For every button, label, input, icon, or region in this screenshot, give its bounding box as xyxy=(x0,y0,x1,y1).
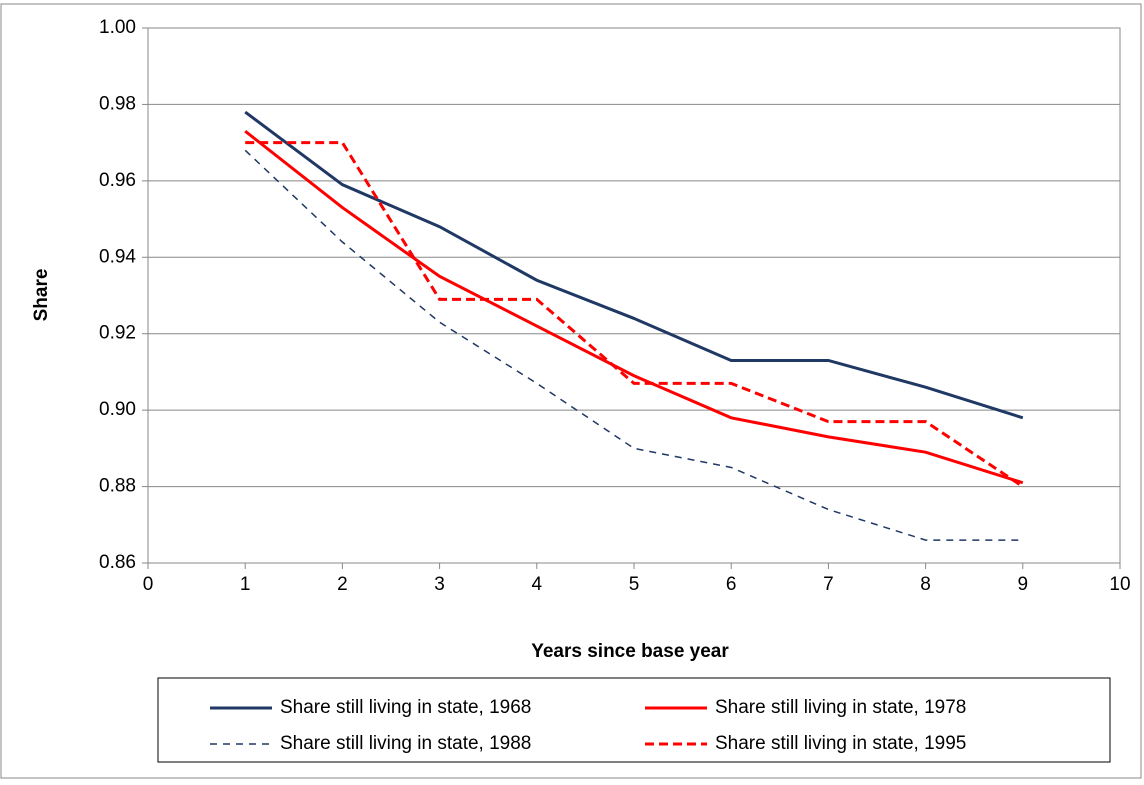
legend-label: Share still living in state, 1978 xyxy=(715,697,966,718)
y-tick-label: 0.88 xyxy=(99,476,136,497)
x-tick-label: 1 xyxy=(240,574,251,595)
legend-label: Share still living in state, 1995 xyxy=(715,733,966,754)
y-tick-label: 0.86 xyxy=(99,552,136,573)
series-line xyxy=(244,129,1024,485)
x-tick-label: 9 xyxy=(1018,574,1029,595)
legend-label: Share still living in state, 1968 xyxy=(280,697,531,718)
legend xyxy=(157,677,1111,763)
x-tick-label: 3 xyxy=(434,574,445,595)
series-line xyxy=(244,110,1024,420)
x-tick-label: 5 xyxy=(629,574,640,595)
y-tick-label: 0.98 xyxy=(99,93,136,114)
x-axis-label: Years since base year xyxy=(531,641,729,662)
y-tick-label: 0.92 xyxy=(99,323,136,344)
y-axis-label: Share xyxy=(31,269,52,322)
legend-label: Share still living in state, 1988 xyxy=(280,733,531,754)
x-tick-label: 7 xyxy=(823,574,834,595)
y-tick-label: 0.90 xyxy=(99,399,136,420)
x-tick-label: 6 xyxy=(726,574,737,595)
x-tick-label: 0 xyxy=(143,574,154,595)
y-tick-label: 0.94 xyxy=(99,246,136,267)
x-tick-label: 2 xyxy=(337,574,348,595)
y-tick-label: 0.96 xyxy=(99,170,136,191)
chart-frame xyxy=(0,3,1142,779)
series-line xyxy=(244,149,1023,541)
x-tick-label: 4 xyxy=(532,574,543,595)
y-tick-label: 1.00 xyxy=(99,17,136,38)
series-line xyxy=(245,141,1024,488)
x-tick-label: 10 xyxy=(1109,574,1130,595)
x-tick-label: 8 xyxy=(920,574,931,595)
